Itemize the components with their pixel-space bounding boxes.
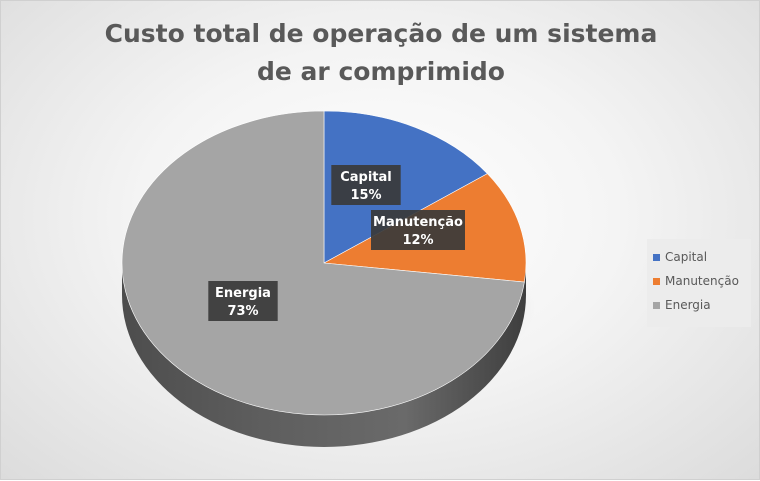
pie-slice-energia (121, 110, 525, 416)
data-label-value-manutencao: 12% (402, 233, 433, 248)
legend-item-capital: Capital (653, 245, 751, 269)
pie-slice-capital (323, 110, 488, 264)
data-label-box-capital (331, 165, 401, 205)
data-label-energia: Energia 73% (208, 281, 278, 321)
data-label-category-manutencao: Manutenção (373, 215, 463, 230)
legend-label-manutencao: Manutenção (665, 274, 739, 288)
legend-swatch-manutencao (653, 277, 660, 285)
chart-legend: Capital Manutenção Energia (647, 239, 751, 327)
legend-item-manutencao: Manutenção (653, 269, 751, 293)
data-label-capital: Capital 15% (331, 165, 401, 205)
legend-swatch-capital (653, 253, 660, 261)
data-label-value-energia: 73% (227, 304, 258, 319)
legend-item-energia: Energia (653, 293, 751, 317)
data-label-box-manutencao (371, 210, 465, 250)
data-label-box-energia (208, 281, 278, 321)
legend-label-energia: Energia (665, 298, 711, 312)
data-label-value-capital: 15% (350, 188, 381, 203)
legend-swatch-energia (653, 301, 660, 309)
pie-side-wall (122, 263, 526, 447)
chart-title: Custo total de operação de um sistema de… (104, 19, 658, 86)
legend-label-capital: Capital (665, 250, 708, 264)
data-label-category-energia: Energia (215, 286, 271, 301)
data-label-manutencao: Manutenção 12% (371, 210, 465, 250)
data-label-category-capital: Capital (340, 170, 392, 185)
